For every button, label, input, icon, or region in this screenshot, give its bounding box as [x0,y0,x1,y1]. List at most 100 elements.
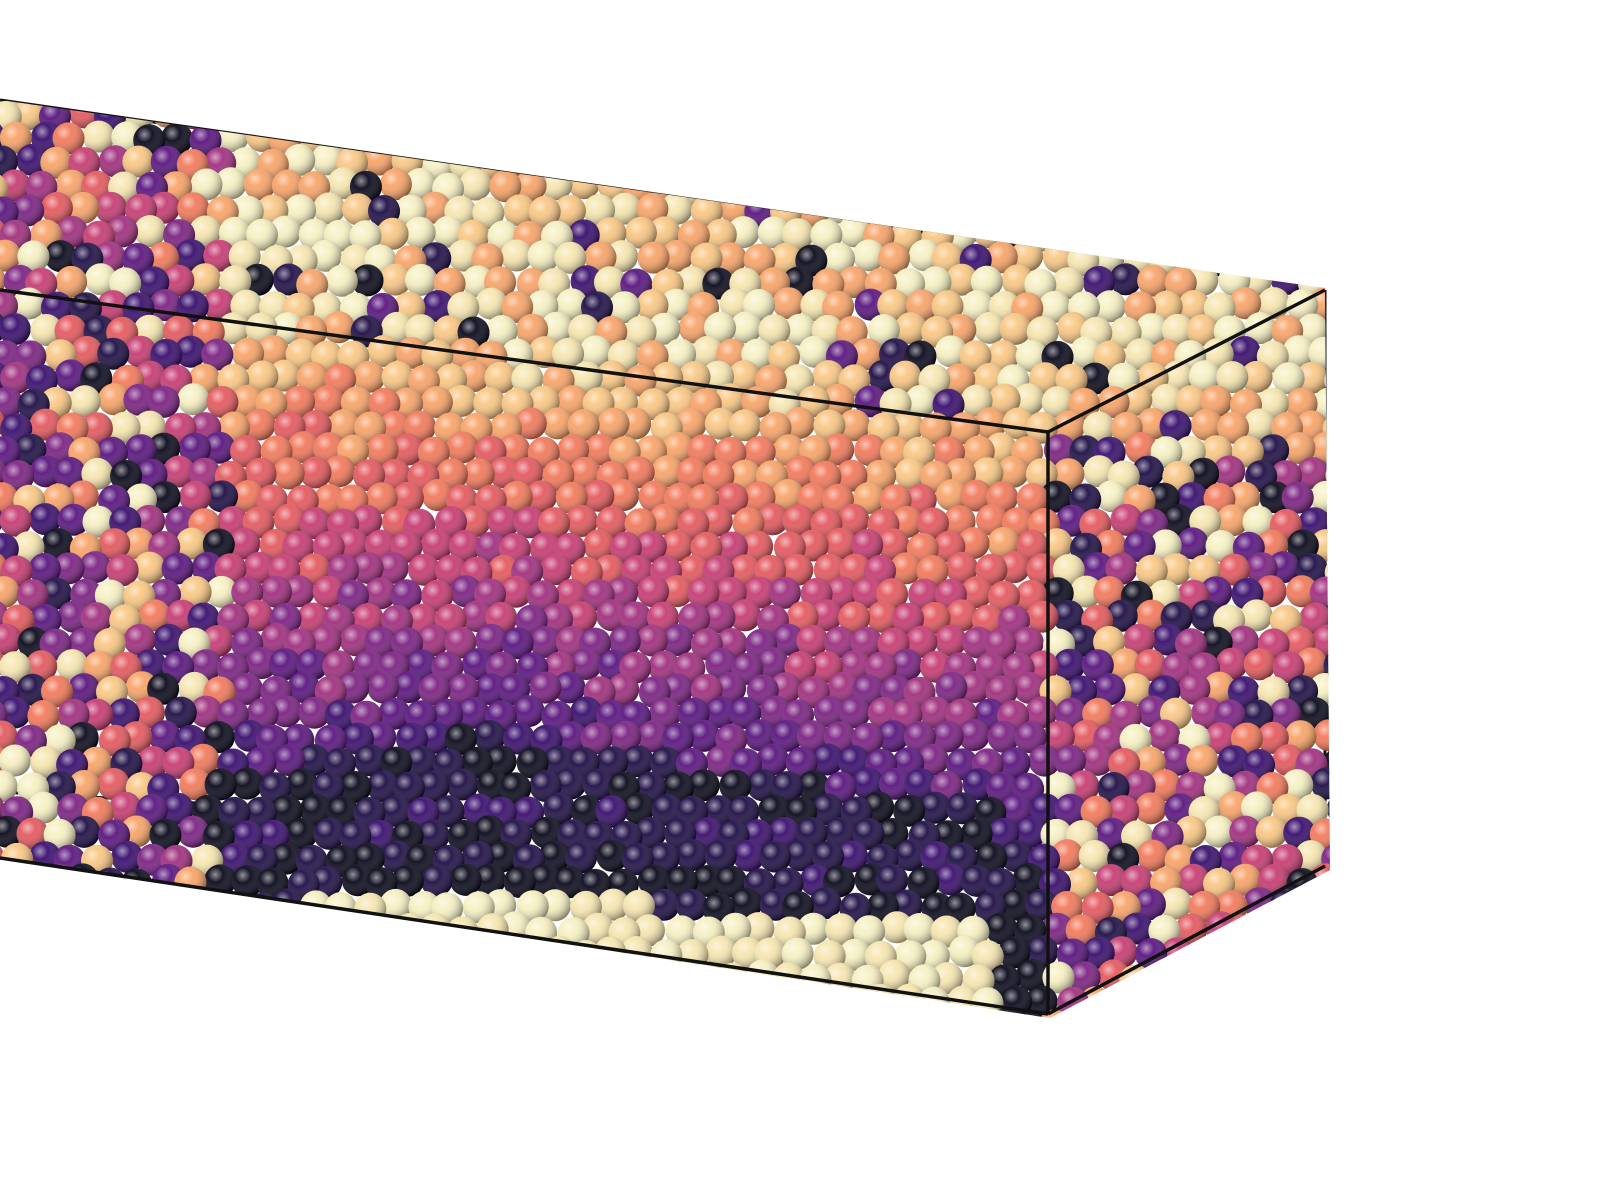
atom-shading [56,649,89,682]
atom-shading [890,648,923,681]
atom-shading [191,552,224,584]
atom-shading [177,383,210,416]
atom-shading [934,624,967,657]
atom-shading [475,287,508,320]
atom-shading [971,940,1004,973]
atom-shading [1026,553,1059,586]
atom-shading [852,576,885,609]
atom-shading [690,242,723,275]
atom-shading [327,409,360,442]
atom-shading [728,360,761,393]
atom-shading [660,192,693,225]
atom-shading [1093,290,1126,323]
atom-shading [449,575,482,608]
atom-shading [1202,815,1235,848]
atom-shading [851,767,884,799]
atom-shading [1217,411,1250,444]
atom-shading [876,864,909,897]
atom-shading [323,455,356,488]
atom-shading [634,816,667,849]
atom-shading [448,530,481,562]
atom-shading [283,144,316,176]
atom-shading [503,866,536,898]
atom-shading [1286,575,1318,608]
atom-shading [962,768,995,801]
atom-shading [246,218,278,251]
atom-shading [462,458,495,491]
atom-shading [16,143,49,176]
atom-shading [651,361,684,394]
atom-shading [935,335,967,368]
atom-shading [393,771,425,804]
atom-shading [40,577,72,610]
atom-shading [243,551,276,584]
atom-shading [796,720,829,753]
atom-shading [719,769,752,802]
atom-shading [488,456,521,489]
atom-shading [1309,576,1330,609]
atom-shading [379,888,412,921]
atom-shading [0,599,9,632]
atom-shading [1177,863,1210,896]
atom-shading [837,503,870,536]
atom-shading [727,795,760,828]
atom-shading [970,265,1003,298]
atom-shading [152,623,185,656]
atom-shading [133,696,165,729]
atom-shading [811,743,844,776]
atom-shading [444,723,477,755]
atom-shading [876,720,909,753]
atom-shading [55,265,88,298]
atom-shading [0,435,21,468]
atom-shading [975,842,1008,874]
atom-shading [988,383,1021,416]
atom-shading [204,768,237,801]
atom-shading [1256,721,1289,754]
atom-shading [958,671,991,703]
atom-shading [378,697,411,730]
atom-shading [877,289,910,322]
atom-shading [365,482,398,515]
atom-shading [661,529,694,562]
atom-shading [202,721,235,754]
atom-shading [957,719,990,752]
atom-shading [202,820,235,853]
atom-shading [420,864,453,897]
atom-shading [661,722,694,755]
atom-shading [246,360,279,393]
atom-shading [189,215,222,248]
atom-shading [232,480,264,513]
atom-shading [728,599,761,632]
atom-shading [946,792,979,825]
atom-shading [179,480,212,513]
atom-shading [1133,888,1166,921]
atom-shading [1203,671,1236,704]
atom-shading [675,839,708,872]
atom-shading [473,863,506,896]
atom-shading [714,242,747,275]
atom-shading [757,216,790,249]
atom-shading [2,460,35,493]
atom-shading [1186,314,1219,347]
atom-shading [635,624,668,657]
atom-shading [1310,767,1330,800]
atom-shading [342,193,374,226]
atom-shading [1178,672,1211,705]
atom-shading [809,887,842,920]
atom-shading [444,385,477,417]
atom-shading [0,504,32,537]
atom-shading [1295,361,1328,394]
atom-shading [1162,743,1195,776]
atom-shading [660,288,693,321]
atom-shading [0,770,18,803]
atom-shading [511,457,544,490]
atom-shading [540,553,572,586]
atom-shading [1240,360,1273,393]
atom-shading [0,386,23,419]
atom-shading [649,503,681,536]
atom-shading [998,747,1031,780]
atom-shading [852,818,885,850]
atom-shading [1135,599,1168,632]
atom-shading [1137,264,1170,297]
atom-shading [339,624,372,657]
